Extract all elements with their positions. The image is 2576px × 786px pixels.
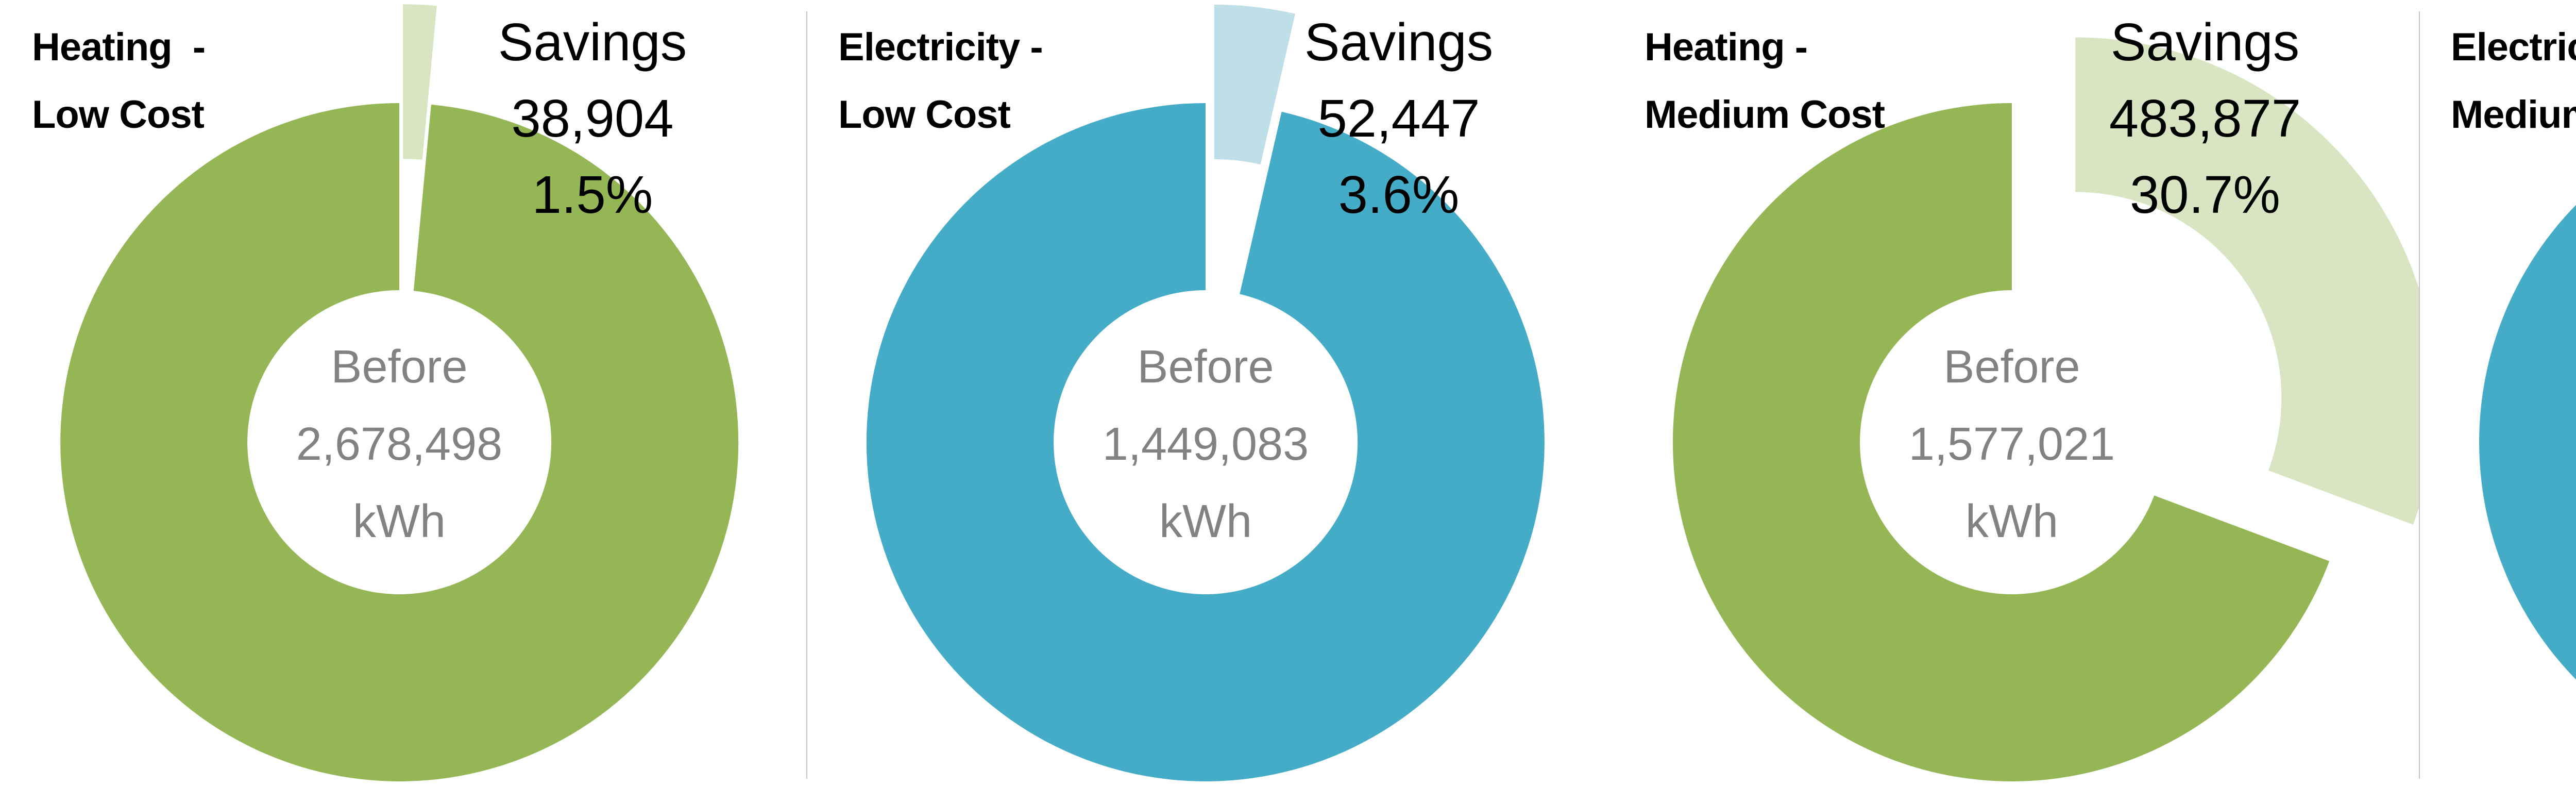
savings-label: Savings [1304,12,1494,72]
chart-title: Heating - Medium Cost [1645,13,1885,148]
chart-title-line1: Heating - [1645,25,1808,69]
before-unit: kWh [352,496,446,547]
donut-chart-electricity-medium [2479,205,2576,680]
chart-title-line1: Electricity - [838,25,1043,69]
before-callout: Before 2,678,498 kWh [296,328,502,560]
savings-slice [2075,37,2419,525]
savings-callout: Savings 52,447 3.6% [1188,4,1610,233]
donut-chart-heating-low [60,4,739,781]
chart-title: Electricity - Medium Cost [2451,13,2576,148]
savings-label: Savings [498,12,687,72]
before-callout: Before 1,577,021 kWh [1909,328,2115,560]
savings-percent: 30.7% [2129,165,2281,224]
savings-percent: 1.5% [532,165,653,224]
before-value: 1,577,021 [1908,419,2115,470]
savings-percent: 3.6% [1338,165,1460,224]
chart-title: Electricity - Low Cost [838,13,1043,148]
before-unit: kWh [1965,496,2058,547]
chart-title-line1: Electricity - [2451,25,2576,69]
savings-value: 483,877 [2109,89,2301,148]
before-label: Before [331,341,468,393]
savings-callout: Savings 483,877 30.7% [1994,4,2416,233]
savings-value: 52,447 [1317,89,1480,148]
panel-divider [2419,11,2420,779]
before-slice [1672,103,2330,781]
panel-heating-medium-cost: Heating - Medium Cost Savings 483,877 30.… [1613,0,2419,786]
before-slice [866,103,1545,781]
chart-title-line2: Medium Cost [2451,93,2576,137]
chart-title-line1: Heating - [32,25,206,69]
chart-title-line2: Medium Cost [1645,93,1885,137]
before-label: Before [1943,341,2080,393]
panel-electricity-medium-cost: Electricity -Medium Cost Savings 77,488 … [2419,0,2576,786]
before-label: Before [1137,341,1274,393]
chart-title: Heating - Low Cost [32,13,206,148]
before-value: 2,678,498 [296,419,503,470]
chart-title-line2: Low Cost [838,93,1011,137]
savings-label: Savings [2110,12,2300,72]
savings-callout: Savings 38,904 1.5% [381,4,804,233]
donut-chart-electricity-low [866,4,1545,781]
donut-chart-heating-medium [1672,37,2419,781]
savings-slice [1214,4,1295,165]
before-value: 1,449,083 [1102,419,1309,470]
panel-heating-low-cost: Heating - Low Cost Savings 38,904 1.5% Be… [0,0,806,786]
before-unit: kWh [1159,496,1252,547]
before-callout: Before 1,449,083 kWh [1103,328,1309,560]
savings-slice [403,4,437,160]
panel-electricity-low-cost: Electricity - Low Cost Savings 52,447 3.6… [806,0,1613,786]
panel-divider [806,11,807,779]
savings-value: 38,904 [511,89,674,148]
before-slice [60,103,739,781]
chart-title-line2: Low Cost [32,93,205,137]
before-slice [2479,205,2576,680]
